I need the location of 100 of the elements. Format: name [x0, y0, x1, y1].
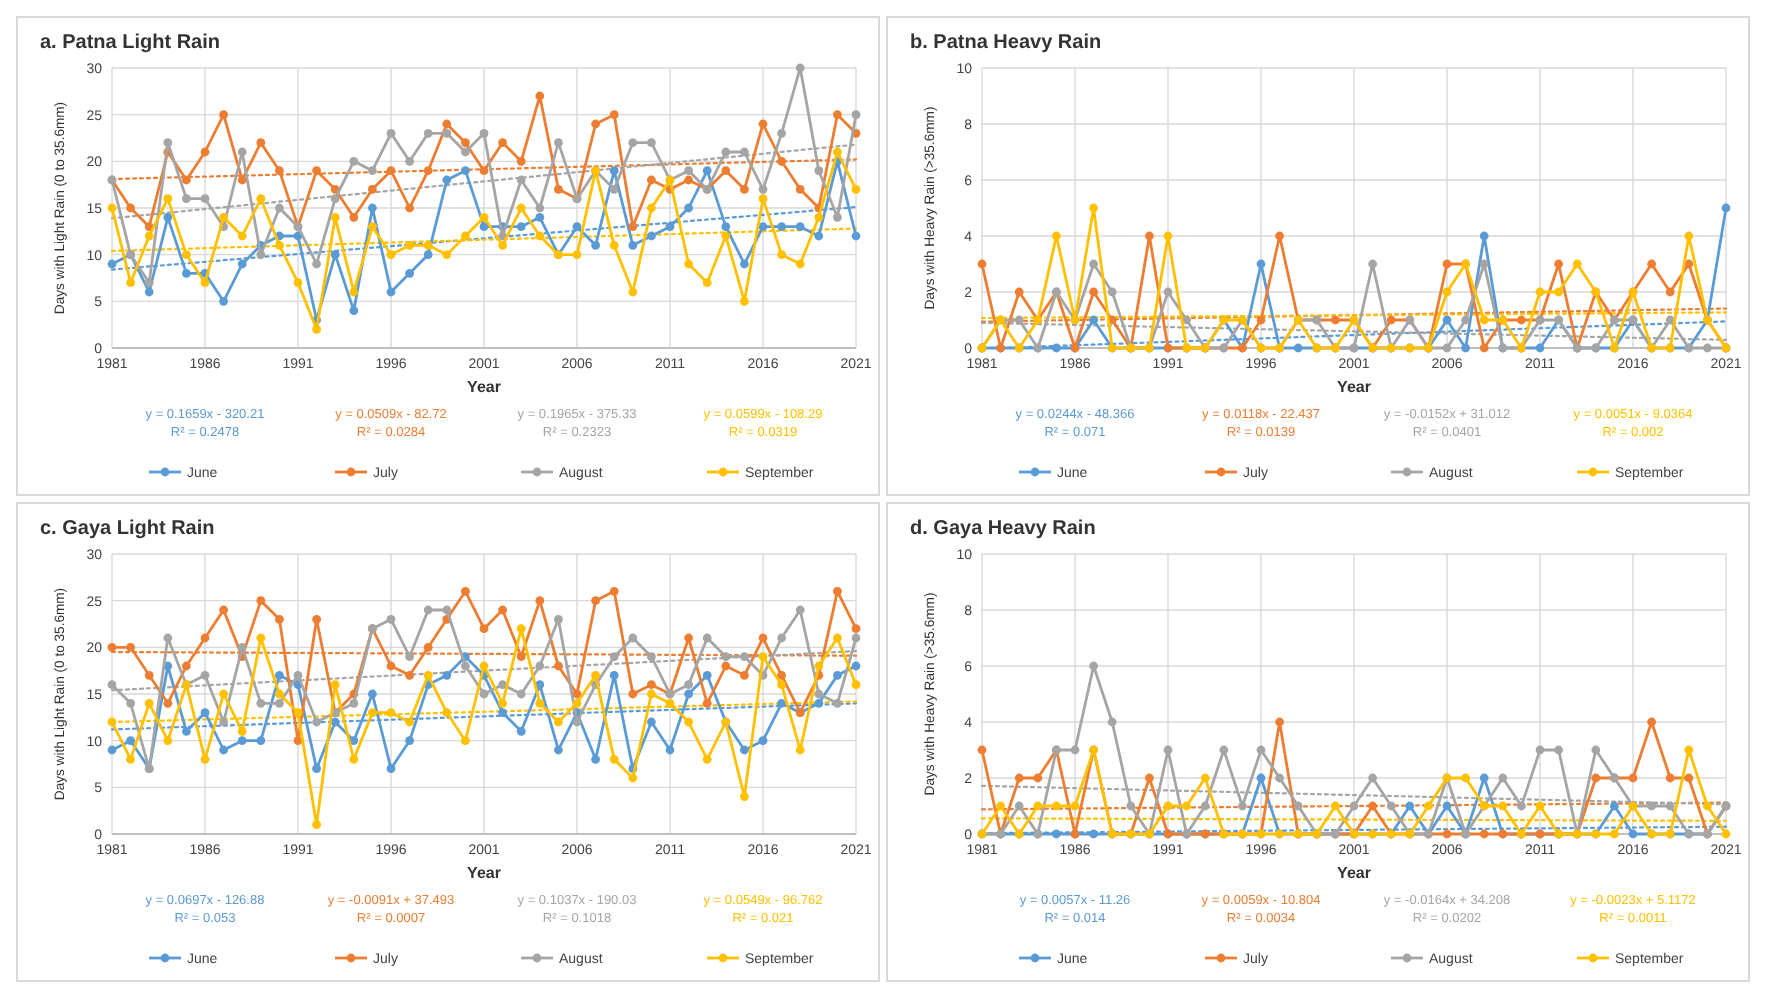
point	[1238, 801, 1247, 811]
point	[516, 156, 526, 166]
point	[851, 231, 861, 241]
point	[1461, 343, 1470, 353]
point	[702, 633, 712, 643]
x-axis-title: Year	[467, 378, 501, 396]
point	[814, 661, 824, 671]
point	[200, 278, 210, 288]
point	[386, 661, 396, 671]
point	[647, 652, 656, 662]
point	[312, 324, 321, 334]
point	[423, 128, 433, 138]
point	[275, 614, 284, 624]
point	[1219, 745, 1229, 755]
point	[163, 698, 173, 708]
point	[1200, 773, 1210, 783]
point	[777, 698, 786, 708]
point	[498, 138, 507, 148]
point	[1256, 773, 1266, 783]
point	[330, 194, 340, 204]
point	[702, 278, 712, 288]
point	[1275, 231, 1284, 241]
point	[1163, 745, 1173, 755]
point	[609, 110, 619, 120]
point	[479, 689, 489, 699]
point	[777, 670, 786, 680]
point	[442, 708, 452, 718]
point	[684, 717, 693, 727]
point	[1610, 801, 1619, 811]
point	[479, 624, 489, 634]
point	[572, 250, 582, 260]
point	[256, 736, 266, 746]
point	[405, 240, 414, 250]
point	[144, 287, 154, 297]
point	[1200, 801, 1210, 811]
point	[684, 259, 693, 269]
point	[851, 680, 861, 690]
point	[461, 586, 470, 596]
point	[312, 259, 321, 269]
point	[1089, 315, 1098, 325]
point	[126, 698, 135, 708]
point	[758, 736, 768, 746]
point	[1089, 203, 1098, 213]
point	[777, 156, 786, 166]
point	[1591, 745, 1601, 755]
point	[442, 250, 452, 260]
point	[349, 287, 359, 297]
point	[721, 166, 731, 176]
point	[1684, 773, 1694, 783]
point	[144, 698, 154, 708]
point	[163, 736, 173, 746]
point	[1647, 259, 1656, 269]
point	[312, 820, 321, 830]
point	[1163, 801, 1173, 811]
point	[795, 184, 805, 194]
point	[405, 203, 414, 213]
point	[219, 296, 228, 306]
point	[368, 166, 377, 176]
point	[107, 680, 117, 690]
point	[442, 605, 452, 615]
point	[312, 614, 321, 624]
point	[572, 689, 582, 699]
point	[1591, 773, 1601, 783]
point	[1498, 773, 1508, 783]
point	[498, 698, 507, 708]
point	[1145, 773, 1154, 783]
point	[591, 670, 600, 680]
point	[442, 670, 452, 680]
point	[516, 175, 526, 185]
point	[1479, 829, 1489, 839]
point	[163, 138, 173, 148]
point	[535, 661, 545, 671]
point	[461, 166, 470, 176]
point	[684, 689, 693, 699]
point	[219, 605, 228, 615]
point	[1535, 801, 1545, 811]
point	[1070, 801, 1080, 811]
point	[1089, 661, 1098, 671]
point	[1052, 801, 1061, 811]
point	[163, 194, 173, 204]
point	[219, 717, 228, 727]
point	[479, 222, 489, 232]
point	[1014, 773, 1024, 783]
point	[851, 661, 861, 671]
point	[107, 745, 117, 755]
point	[368, 222, 377, 232]
point	[758, 194, 768, 204]
point	[647, 203, 656, 213]
point	[256, 698, 266, 708]
point	[721, 231, 731, 241]
point	[702, 754, 712, 764]
point	[572, 698, 582, 708]
point	[1256, 745, 1266, 755]
point	[647, 717, 656, 727]
point	[312, 764, 321, 774]
point	[163, 212, 173, 222]
point	[833, 633, 842, 643]
point	[1479, 773, 1489, 783]
point	[1442, 801, 1452, 811]
point	[628, 633, 638, 643]
